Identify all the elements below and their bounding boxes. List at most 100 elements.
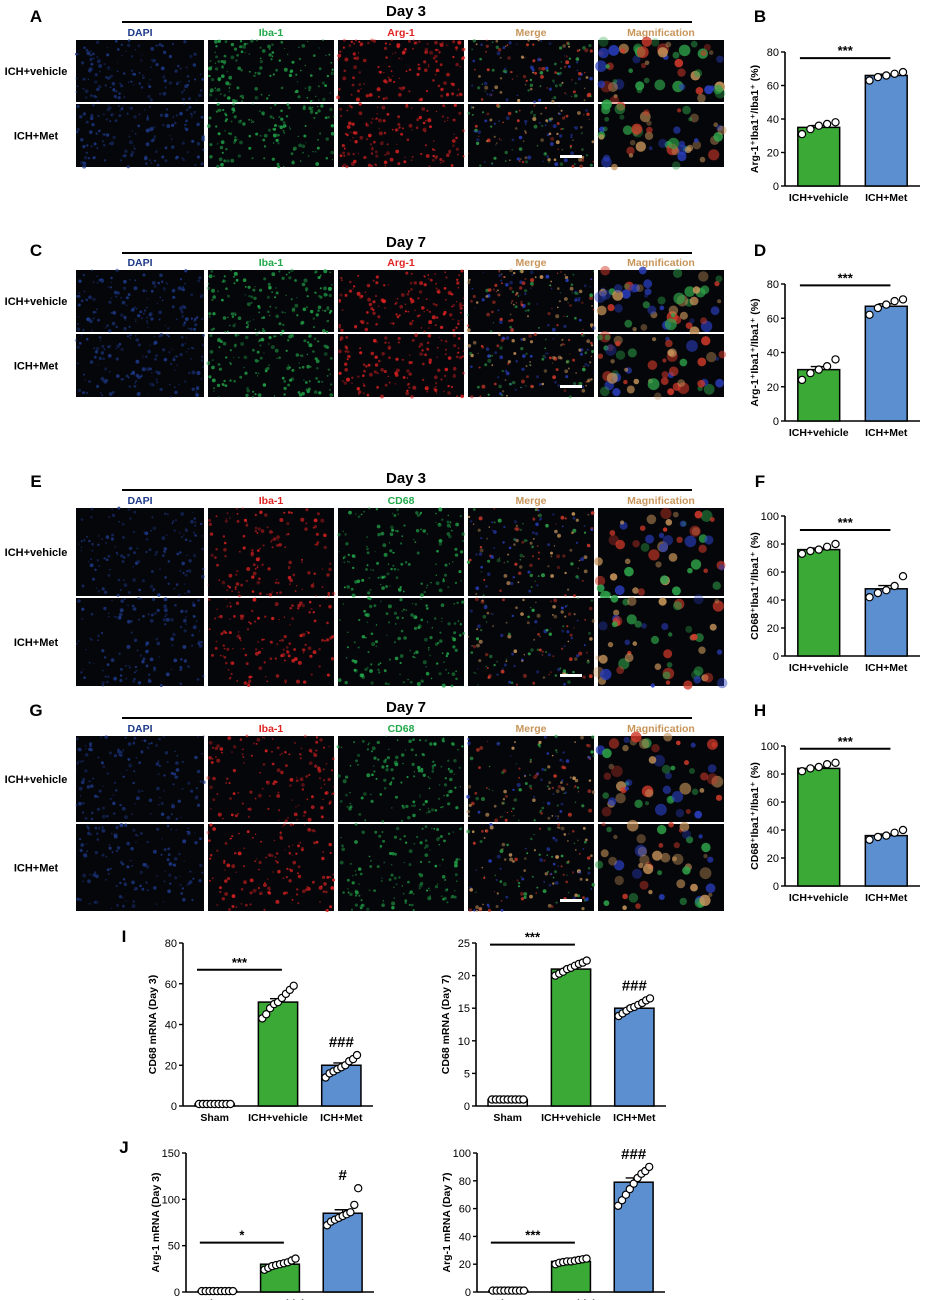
cell-dot [436,356,438,359]
cell-dot [499,355,504,360]
cell-dot [377,663,380,666]
cell-dot [607,641,614,648]
cell-dot [128,140,133,145]
cell-dot [148,548,152,552]
cell-dot [105,133,110,137]
cell-dot [320,806,324,810]
cell-dot [259,592,262,595]
cell-dot [246,628,250,631]
cell-dot [364,613,368,617]
micrograph-tile [338,102,466,169]
cell-dot [223,861,226,865]
cell-dot [563,158,568,163]
cell-dot [437,84,441,88]
cell-dot [411,903,414,907]
cell-dot [265,856,268,859]
cell-dot [315,749,318,752]
cell-dot [566,93,568,96]
cell-dot [306,341,310,344]
cell-dot [266,680,269,683]
cell-dot [292,860,297,865]
cell-dot [549,356,552,360]
cell-dot [164,576,167,579]
cell-dot [525,365,528,368]
cell-dot [550,287,553,290]
cell-dot [282,648,285,651]
cell-dot [199,863,203,868]
cell-dot [438,542,443,546]
cell-dot [187,827,189,829]
cell-dot [81,584,85,588]
cell-dot [339,293,343,297]
cell-dot [167,889,172,894]
cell-dot [287,816,289,819]
cell-dot [366,393,370,397]
cell-dot [428,860,431,864]
cell-dot [388,878,392,882]
cell-dot [405,70,408,73]
cell-dot [481,866,484,869]
cell-dot [434,40,438,45]
cell-dot [138,618,141,621]
cell-dot [452,561,454,563]
cell-dot [297,875,300,878]
cell-dot [370,632,374,636]
micrograph-tile [467,597,596,686]
cell-dot [406,292,410,296]
cell-dot [713,122,718,127]
cell-dot [94,80,98,84]
cell-dot [228,75,233,80]
cell-dot [510,318,514,322]
cell-dot [133,84,135,86]
cell-dot [263,157,266,160]
cell-dot [163,597,168,602]
cell-dot [440,603,445,607]
cell-dot [94,826,98,830]
cell-dot [627,348,637,358]
cell-dot [408,372,412,376]
cell-dot [278,115,281,119]
cell-dot [195,393,200,397]
cell-dot [420,679,424,683]
cell-dot [552,362,554,364]
cell-dot [183,321,187,324]
cell-dot [122,556,126,559]
cell-dot [284,849,286,851]
cell-dot [610,594,619,603]
cell-dot [547,765,551,769]
cell-dot [281,376,285,380]
cell-dot [564,92,566,94]
cell-dot [388,347,391,350]
cell-dot [506,394,508,397]
cell-dot [445,654,448,658]
cell-dot [276,591,278,594]
cell-dot [391,852,395,856]
cell-dot [591,344,594,347]
cell-dot [491,354,494,357]
cell-dot [564,605,567,608]
cell-dot [419,841,423,845]
cell-dot [587,659,590,662]
cell-dot [452,374,457,378]
cell-dot [375,508,379,511]
cell-dot [138,761,142,765]
cell-dot [556,804,559,807]
cell-dot [89,57,93,61]
cell-dot [255,648,258,651]
cell-dot [217,60,221,63]
cell-dot [454,345,457,347]
micrograph-tile [206,102,335,169]
cell-dot [339,154,343,158]
cell-dot [624,786,630,791]
cell-dot [611,621,618,628]
cell-dot [369,372,373,377]
cell-dot [236,570,239,573]
cell-dot [339,860,344,865]
cell-dot [264,369,268,373]
cell-dot [329,876,332,879]
cell-dot [473,508,476,511]
cell-dot [357,646,360,649]
cell-dot [390,70,393,72]
cell-dot [515,538,519,543]
cell-dot [211,66,213,68]
